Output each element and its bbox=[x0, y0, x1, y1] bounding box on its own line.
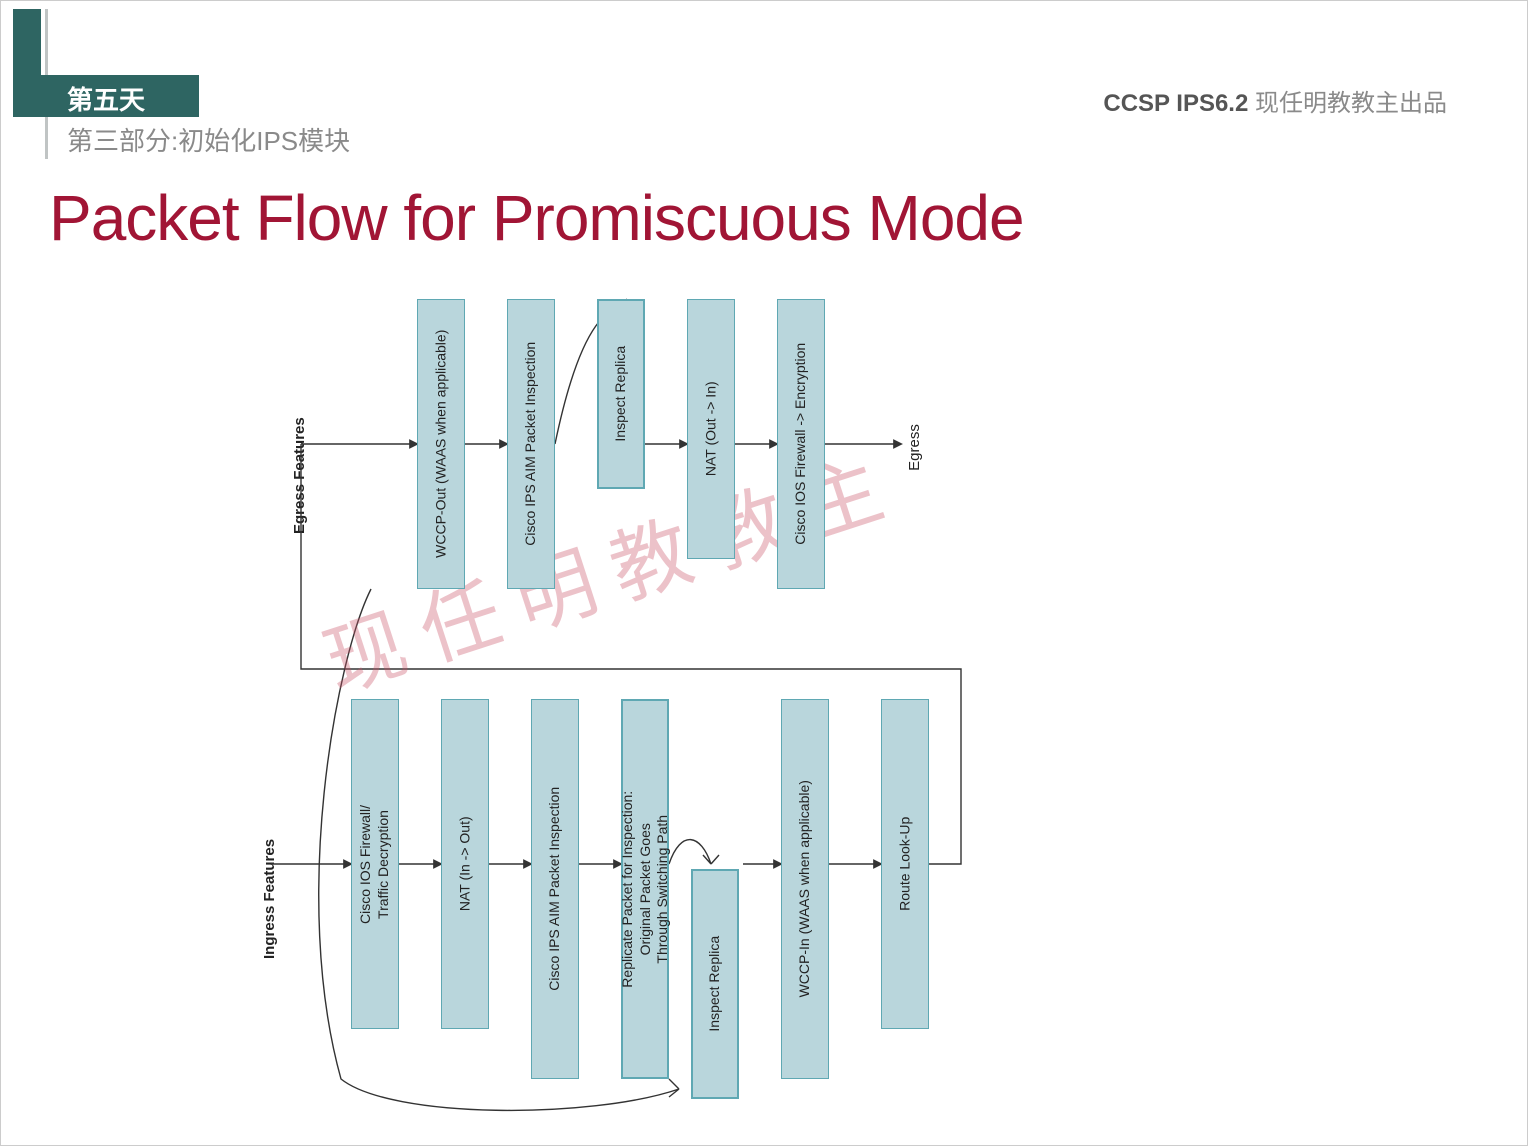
course-info: CCSP IPS6.2 现任明教教主出品 bbox=[1103, 83, 1447, 118]
page-title: Packet Flow for Promiscuous Mode bbox=[49, 181, 1024, 255]
flow-box-label: Cisco IPS AIM Packet Inspection bbox=[522, 342, 540, 546]
flow-box-label: Inspect Replica bbox=[612, 346, 630, 442]
flow-box-label: Inspect Replica bbox=[706, 936, 724, 1032]
flow-box-nat-in-out: NAT (In -> Out) bbox=[441, 699, 489, 1029]
flow-box-label: NAT (In -> Out) bbox=[456, 817, 474, 912]
flow-box-nat-out-in: NAT (Out -> In) bbox=[687, 299, 735, 559]
flow-box-wccp-in: WCCP-In (WAAS when applicable) bbox=[781, 699, 829, 1079]
ingress-features-label: Ingress Features bbox=[261, 839, 278, 959]
flow-box-label: NAT (Out -> In) bbox=[702, 382, 720, 477]
flow-box-label: Cisco IPS AIM Packet Inspection bbox=[546, 787, 564, 991]
flow-box-ios-fw-enc: Cisco IOS Firewall -> Encryption bbox=[777, 299, 825, 589]
course-code: CCSP IPS6.2 bbox=[1103, 90, 1248, 117]
day-label-text: 第五天 bbox=[67, 85, 145, 115]
flow-box-label: WCCP-Out (WAAS when applicable) bbox=[432, 330, 450, 558]
flow-box-label: Cisco IOS Firewall/ Traffic Decryption bbox=[358, 804, 393, 923]
flow-box-ios-fw-dec: Cisco IOS Firewall/ Traffic Decryption bbox=[351, 699, 399, 1029]
flow-box-label: Route Look-Up bbox=[896, 817, 914, 911]
flow-box-cisco-ips-aim-top: Cisco IPS AIM Packet Inspection bbox=[507, 299, 555, 589]
packet-flow-diagram: Egress Features Ingress Features Egress … bbox=[241, 279, 1001, 1129]
section-subtitle: 第三部分:初始化IPS模块 bbox=[67, 121, 350, 158]
egress-features-label: Egress Features bbox=[291, 417, 308, 534]
flow-box-inspect-replica-bot: Inspect Replica bbox=[691, 869, 739, 1099]
day-label: 第五天 bbox=[41, 75, 199, 117]
author-note: 现任明教教主出品 bbox=[1255, 90, 1447, 117]
flow-box-route-lookup: Route Look-Up bbox=[881, 699, 929, 1029]
flow-box-wccp-out: WCCP-Out (WAAS when applicable) bbox=[417, 299, 465, 589]
flow-box-replicate-packet: Replicate Packet for Inspection: Origina… bbox=[621, 699, 669, 1079]
flow-box-inspect-replica-top: Inspect Replica bbox=[597, 299, 645, 489]
flow-box-cisco-ips-aim-bot: Cisco IPS AIM Packet Inspection bbox=[531, 699, 579, 1079]
header-accent-block bbox=[13, 9, 41, 117]
flow-box-label: Replicate Packet for Inspection: Origina… bbox=[619, 791, 672, 988]
flow-box-label: Cisco IOS Firewall -> Encryption bbox=[792, 343, 810, 545]
flow-box-label: WCCP-In (WAAS when applicable) bbox=[796, 780, 814, 997]
egress-end-label: Egress bbox=[906, 424, 923, 471]
